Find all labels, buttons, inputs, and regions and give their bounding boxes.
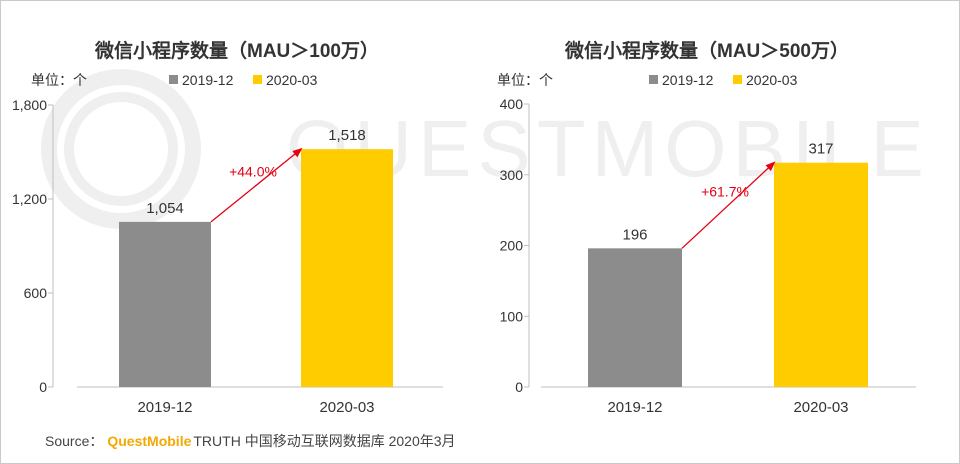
chart2-legend-swatch-2 bbox=[733, 75, 742, 84]
chart1-x-tick-label-1: 2019-12 bbox=[137, 399, 192, 416]
chart1-y-tick-label-1: 600 bbox=[24, 285, 48, 301]
chart1-title: 微信小程序数量（MAU＞100万） bbox=[94, 39, 379, 62]
chart2-growth-arrow bbox=[681, 161, 776, 249]
watermark-ring-0 bbox=[41, 69, 201, 229]
chart1-unit-label: 单位：个 bbox=[31, 72, 87, 88]
chart2-y-tick-label-1: 100 bbox=[500, 308, 524, 324]
chart1-x-tick-label-2: 2020-03 bbox=[319, 399, 374, 416]
chart1-bar-value-label-2: 1,518 bbox=[328, 127, 366, 144]
chart1-growth-label: +44.0% bbox=[229, 164, 277, 180]
chart2-y-tick-label-4: 400 bbox=[500, 96, 524, 112]
chart1-legend-label-2: 2020-03 bbox=[266, 72, 318, 88]
watermark-logo-icon bbox=[41, 69, 201, 229]
chart2-bar-2019-12 bbox=[588, 248, 682, 387]
chart1-legend-swatch-2 bbox=[253, 75, 262, 84]
source-brand: QuestMobile bbox=[107, 433, 192, 449]
source-rest: TRUTH 中国移动互联网数据库 2020年3月 bbox=[193, 433, 456, 449]
chart2-growth-label: +61.7% bbox=[701, 184, 749, 200]
chart2-y-tick-label-2: 200 bbox=[500, 238, 524, 254]
chart2-y-tick-label-3: 300 bbox=[500, 167, 524, 183]
chart1-y-tick-label-3: 1,800 bbox=[12, 97, 47, 113]
chart2-y-tick-label-0: 0 bbox=[515, 379, 523, 395]
chart2-unit-label: 单位：个 bbox=[497, 72, 553, 88]
chart1-bar-2020-03 bbox=[301, 149, 393, 387]
chart2-bar-2020-03 bbox=[774, 162, 868, 387]
chart2-bar-value-label-2: 317 bbox=[808, 141, 833, 158]
chart1-legend-label-1: 2019-12 bbox=[182, 72, 234, 88]
chart2-title: 微信小程序数量（MAU＞500万） bbox=[564, 39, 849, 62]
chart2-x-tick-label-1: 2019-12 bbox=[607, 399, 662, 416]
watermark-ring-1 bbox=[64, 92, 178, 206]
chart1-y-tick-label-2: 1,200 bbox=[12, 191, 47, 207]
chart1-bar-value-label-1: 1,054 bbox=[146, 200, 184, 217]
chart1-legend-swatch-1 bbox=[169, 75, 178, 84]
chart2-legend-swatch-1 bbox=[649, 75, 658, 84]
source-label: Source： bbox=[45, 433, 104, 449]
source-line: Source： QuestMobile TRUTH 中国移动互联网数据库 2020年… bbox=[45, 431, 456, 451]
chart1-bar-2019-12 bbox=[119, 221, 211, 387]
chart1-y-tick-label-0: 0 bbox=[39, 379, 47, 395]
chart2-legend-label-2: 2020-03 bbox=[746, 72, 798, 88]
chart2-x-tick-label-2: 2020-03 bbox=[793, 399, 848, 416]
chart2-bar-value-label-1: 196 bbox=[622, 226, 647, 243]
chart2-legend-label-1: 2019-12 bbox=[662, 72, 714, 88]
chart1-growth-arrow bbox=[210, 147, 303, 223]
